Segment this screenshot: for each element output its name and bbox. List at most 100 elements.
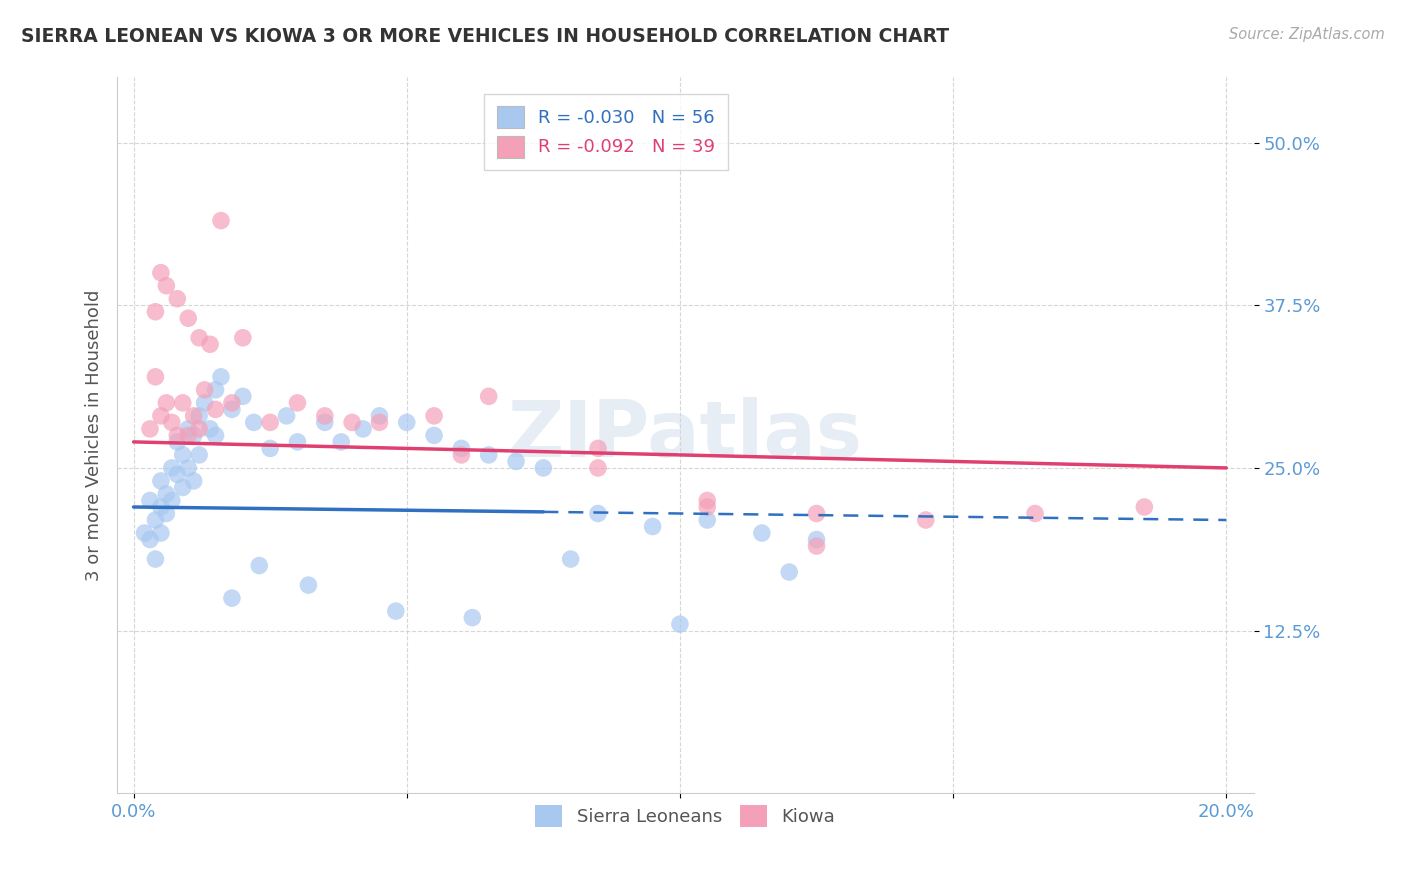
Point xyxy=(806,533,828,547)
Point xyxy=(352,422,374,436)
Point xyxy=(160,461,183,475)
Point xyxy=(806,507,828,521)
Point xyxy=(385,604,408,618)
Point xyxy=(276,409,298,423)
Point xyxy=(1133,500,1156,514)
Point xyxy=(188,331,211,345)
Point xyxy=(177,461,200,475)
Point xyxy=(149,526,172,541)
Point xyxy=(204,402,226,417)
Point xyxy=(423,428,446,442)
Point xyxy=(183,428,205,442)
Point xyxy=(1024,507,1046,521)
Point xyxy=(166,467,188,482)
Point xyxy=(242,416,264,430)
Point xyxy=(134,526,156,541)
Point xyxy=(172,480,194,494)
Point xyxy=(314,416,336,430)
Point xyxy=(340,416,363,430)
Point xyxy=(160,493,183,508)
Point xyxy=(139,493,162,508)
Point xyxy=(314,409,336,423)
Point xyxy=(914,513,936,527)
Point xyxy=(232,331,254,345)
Text: ZIPatlas: ZIPatlas xyxy=(508,398,863,474)
Point xyxy=(259,416,281,430)
Point xyxy=(696,500,718,514)
Point xyxy=(155,507,177,521)
Point xyxy=(586,461,609,475)
Point xyxy=(204,428,226,442)
Point xyxy=(505,454,527,468)
Point xyxy=(259,442,281,456)
Point xyxy=(330,434,353,449)
Point xyxy=(166,434,188,449)
Y-axis label: 3 or more Vehicles in Household: 3 or more Vehicles in Household xyxy=(86,290,103,581)
Point xyxy=(221,591,243,606)
Point xyxy=(806,539,828,553)
Point xyxy=(145,552,167,566)
Point xyxy=(183,409,205,423)
Point xyxy=(778,565,800,579)
Point xyxy=(149,266,172,280)
Point xyxy=(145,304,167,318)
Point xyxy=(423,409,446,423)
Point xyxy=(188,409,211,423)
Point xyxy=(145,369,167,384)
Point xyxy=(221,396,243,410)
Point xyxy=(287,434,309,449)
Point xyxy=(297,578,319,592)
Point xyxy=(188,422,211,436)
Point xyxy=(450,448,472,462)
Point xyxy=(696,493,718,508)
Point xyxy=(368,409,391,423)
Point xyxy=(209,369,232,384)
Point xyxy=(160,416,183,430)
Point xyxy=(155,396,177,410)
Point xyxy=(696,513,718,527)
Point xyxy=(172,396,194,410)
Point xyxy=(194,396,217,410)
Legend: Sierra Leoneans, Kiowa: Sierra Leoneans, Kiowa xyxy=(529,798,842,834)
Point xyxy=(450,442,472,456)
Point xyxy=(478,389,501,403)
Point xyxy=(155,487,177,501)
Point xyxy=(287,396,309,410)
Point xyxy=(166,428,188,442)
Point xyxy=(188,448,211,462)
Point xyxy=(177,422,200,436)
Point xyxy=(751,526,773,541)
Point xyxy=(395,416,418,430)
Point xyxy=(149,474,172,488)
Point xyxy=(586,442,609,456)
Text: Source: ZipAtlas.com: Source: ZipAtlas.com xyxy=(1229,27,1385,42)
Point xyxy=(204,383,226,397)
Point xyxy=(232,389,254,403)
Point xyxy=(368,416,391,430)
Point xyxy=(177,311,200,326)
Point xyxy=(560,552,582,566)
Point xyxy=(221,402,243,417)
Point xyxy=(177,428,200,442)
Point xyxy=(172,448,194,462)
Point xyxy=(461,610,484,624)
Text: SIERRA LEONEAN VS KIOWA 3 OR MORE VEHICLES IN HOUSEHOLD CORRELATION CHART: SIERRA LEONEAN VS KIOWA 3 OR MORE VEHICL… xyxy=(21,27,949,45)
Point xyxy=(149,409,172,423)
Point xyxy=(155,278,177,293)
Point xyxy=(198,422,221,436)
Point xyxy=(145,513,167,527)
Point xyxy=(209,213,232,227)
Point xyxy=(531,461,554,475)
Point xyxy=(139,533,162,547)
Point xyxy=(247,558,270,573)
Point xyxy=(669,617,692,632)
Point xyxy=(586,507,609,521)
Point xyxy=(183,474,205,488)
Point xyxy=(139,422,162,436)
Point xyxy=(641,519,664,533)
Point xyxy=(194,383,217,397)
Point xyxy=(478,448,501,462)
Point xyxy=(198,337,221,351)
Point xyxy=(149,500,172,514)
Point xyxy=(166,292,188,306)
